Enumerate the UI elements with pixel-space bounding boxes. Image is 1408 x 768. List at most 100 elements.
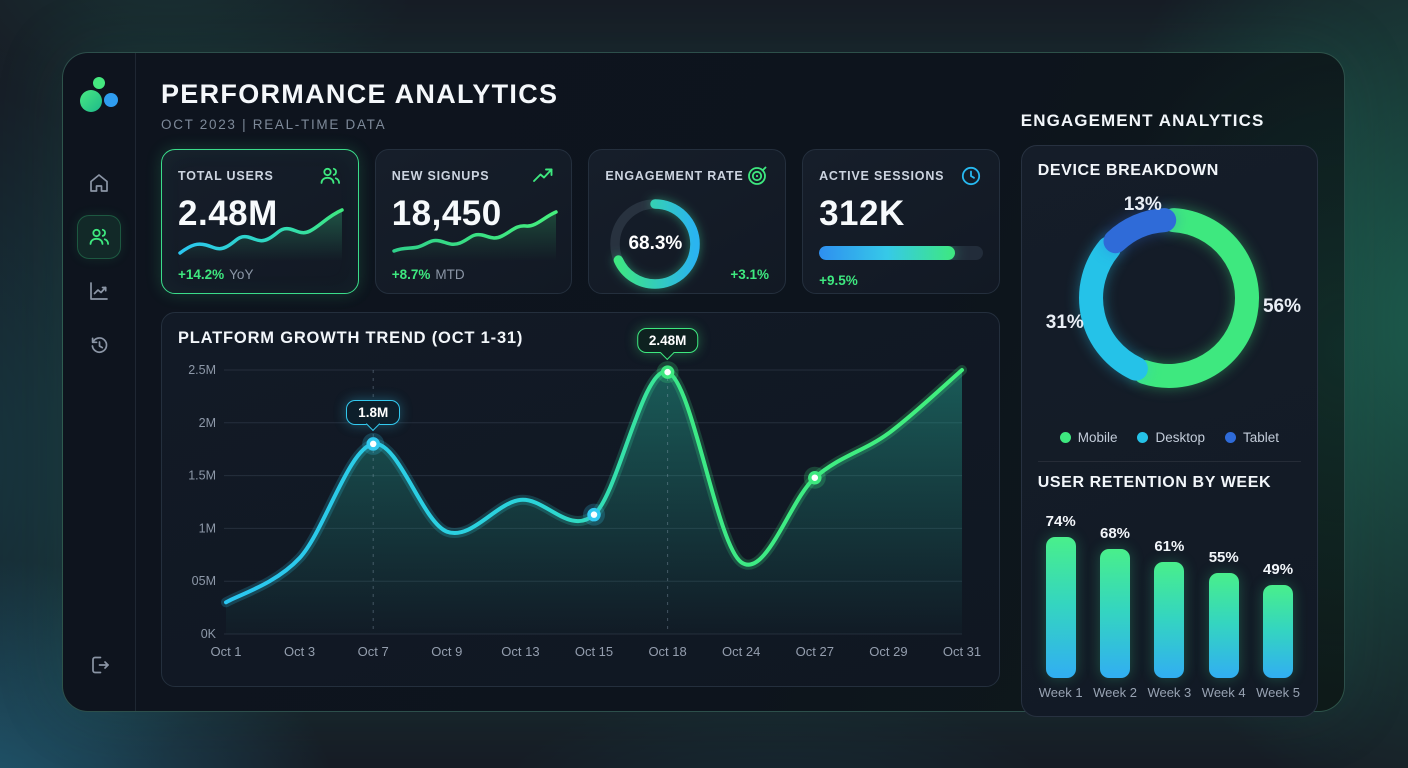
kpi-card-total-users[interactable]: TOTAL USERS 2.48M xyxy=(161,149,359,294)
sessions-progress-fill xyxy=(819,246,955,260)
kpi-delta: +9.5% xyxy=(819,273,858,288)
y-tick-label: 1M xyxy=(199,521,216,535)
home-icon xyxy=(90,174,108,192)
x-tick-label: Oct 13 xyxy=(501,644,539,659)
logo-dot-top xyxy=(93,77,105,89)
legend-item-tablet[interactable]: Tablet xyxy=(1225,430,1279,445)
data-point-marker[interactable] xyxy=(366,437,380,451)
y-tick-label: 05M xyxy=(192,574,216,588)
section-divider xyxy=(1037,461,1301,462)
kpi-card-new-signups[interactable]: NEW SIGNUPS 18,450 xyxy=(374,149,573,294)
legend-item-mobile[interactable]: Mobile xyxy=(1059,430,1117,445)
header: PERFORMANCE ANALYTICS OCT 2023 | REAL-TI… xyxy=(161,77,1000,132)
sidebar xyxy=(63,53,136,711)
x-tick-label: Oct 7 xyxy=(358,644,389,659)
kpi-delta: +8.7% MTD xyxy=(391,267,465,282)
sessions-progress-bar xyxy=(819,246,983,260)
x-tick-label: Oct 15 xyxy=(575,644,613,659)
retention-bar-week-3[interactable] xyxy=(1154,562,1185,678)
y-tick-label: 2.5M xyxy=(188,363,216,377)
users-icon xyxy=(318,164,342,188)
area-fill xyxy=(226,370,962,634)
kpi-delta: +14.2% YoY xyxy=(178,267,254,282)
logo-dot-blue xyxy=(104,93,118,107)
sidebar-item-analytics[interactable] xyxy=(77,269,121,313)
donut-segment-desktop[interactable] xyxy=(1079,236,1149,381)
sidebar-item-users[interactable] xyxy=(77,215,121,259)
kpi-delta: +3.1% xyxy=(730,267,770,282)
retention-bar-column: 74% Week 1 xyxy=(1039,502,1083,700)
mobile-dot-icon xyxy=(1059,432,1071,443)
kpi-label: ACTIVE SESSIONS xyxy=(819,169,945,183)
kpi-row: TOTAL USERS 2.48M xyxy=(161,149,1000,294)
kpi-card-active-sessions[interactable]: ACTIVE SESSIONS 312K +9.5% xyxy=(802,149,1000,294)
bar-value-label: 68% xyxy=(1100,525,1131,542)
kpi-value: 18,450 xyxy=(391,194,502,233)
retention-title: USER RETENTION BY WEEK xyxy=(1037,474,1272,491)
retention-bar-column: 61% Week 3 xyxy=(1147,502,1191,700)
retention-bar-week-2[interactable] xyxy=(1100,549,1131,678)
legend-item-desktop[interactable]: Desktop xyxy=(1137,430,1205,445)
bar-category-label: Week 2 xyxy=(1093,685,1137,700)
growth-chart: 0K 05M 1M 1.5M 2M 2.5M Oct 1 Oct 3 Oct 7 Oct 9 Oct… xyxy=(178,328,981,666)
desktop-dot-icon xyxy=(1137,432,1149,443)
data-point-marker[interactable] xyxy=(660,365,675,379)
sparkline xyxy=(391,210,558,261)
sidebar-item-home[interactable] xyxy=(77,161,121,205)
kpi-card-engagement-rate[interactable]: ENGAGEMENT RATE xyxy=(588,149,787,296)
trend-up-icon xyxy=(531,164,555,188)
donut-label-tablet: 13% xyxy=(1123,194,1162,215)
y-tick-label: 2M xyxy=(199,416,216,430)
x-tick-label: Oct 1 xyxy=(210,644,241,659)
chart-tooltip: 2.48M xyxy=(636,328,699,354)
kpi-value: 2.48M xyxy=(178,194,278,233)
retention-bar-column: 68% Week 2 xyxy=(1093,502,1137,700)
device-breakdown-donut: 56% 31% 13% xyxy=(1038,184,1301,422)
x-tick-label: Oct 27 xyxy=(796,644,834,659)
retention-bar-column: 55% Week 4 xyxy=(1202,502,1246,700)
sidebar-item-history[interactable] xyxy=(77,323,121,367)
x-tick-label: Oct 9 xyxy=(431,644,462,659)
chart-tooltip: 1.8M xyxy=(346,399,401,425)
logo-blob xyxy=(80,90,102,112)
data-point-marker[interactable] xyxy=(587,507,601,522)
y-tick-label: 1.5M xyxy=(188,469,216,483)
retention-bar-column: 49% Week 5 xyxy=(1256,502,1300,700)
donut-segment-tablet[interactable] xyxy=(1103,208,1177,254)
engagement-analytics-title: ENGAGEMENT ANALYTICS xyxy=(1020,111,1265,130)
main-content: PERFORMANCE ANALYTICS OCT 2023 | REAL-TI… xyxy=(136,53,1344,717)
page-title: PERFORMANCE ANALYTICS xyxy=(161,79,559,109)
sidebar-item-logout[interactable] xyxy=(77,643,121,687)
app-logo xyxy=(77,75,121,115)
sparkline xyxy=(178,208,344,261)
bar-category-label: Week 3 xyxy=(1147,685,1192,700)
history-icon xyxy=(91,337,108,353)
engagement-gauge: 68.3% xyxy=(603,192,707,296)
left-column: PERFORMANCE ANALYTICS OCT 2023 | REAL-TI… xyxy=(161,77,1000,687)
donut-label-mobile: 56% xyxy=(1262,296,1301,317)
bar-value-label: 49% xyxy=(1263,561,1294,578)
page-subtitle: OCT 2023 | REAL-TIME DATA xyxy=(161,117,387,132)
retention-bar-week-1[interactable] xyxy=(1045,537,1076,678)
engagement-analytics-card: DEVICE BREAKDOWN 56% 31% 13% Mobile Desk… xyxy=(1020,145,1318,717)
donut-segment-mobile[interactable] xyxy=(1133,208,1260,388)
data-point-marker[interactable] xyxy=(808,470,822,485)
kpi-label: NEW SIGNUPS xyxy=(391,169,490,183)
bar-value-label: 74% xyxy=(1045,513,1076,530)
x-tick-label: Oct 29 xyxy=(869,644,907,659)
growth-chart-title: PLATFORM GROWTH TREND (OCT 1-31) xyxy=(178,329,524,347)
sidebar-nav xyxy=(77,161,121,367)
x-tick-label: Oct 18 xyxy=(648,644,686,659)
device-legend: Mobile Desktop Tablet xyxy=(1038,430,1301,445)
x-tick-label: Oct 3 xyxy=(284,644,315,659)
retention-bar-week-5[interactable] xyxy=(1263,585,1294,678)
growth-chart-card: PLATFORM GROWTH TREND (OCT 1-31) xyxy=(161,312,1000,687)
retention-bar-week-4[interactable] xyxy=(1208,573,1239,678)
gauge-value: 68.3% xyxy=(628,233,683,254)
device-breakdown-title: DEVICE BREAKDOWN xyxy=(1037,162,1219,179)
kpi-label: TOTAL USERS xyxy=(178,169,274,183)
logout-icon xyxy=(92,656,109,674)
bar-value-label: 61% xyxy=(1154,538,1185,555)
retention-bar-chart: 74% Week 1 68% Week 2 61% Week 3 55% Week 4 49% W… xyxy=(1038,502,1301,700)
tablet-dot-icon xyxy=(1225,432,1237,443)
